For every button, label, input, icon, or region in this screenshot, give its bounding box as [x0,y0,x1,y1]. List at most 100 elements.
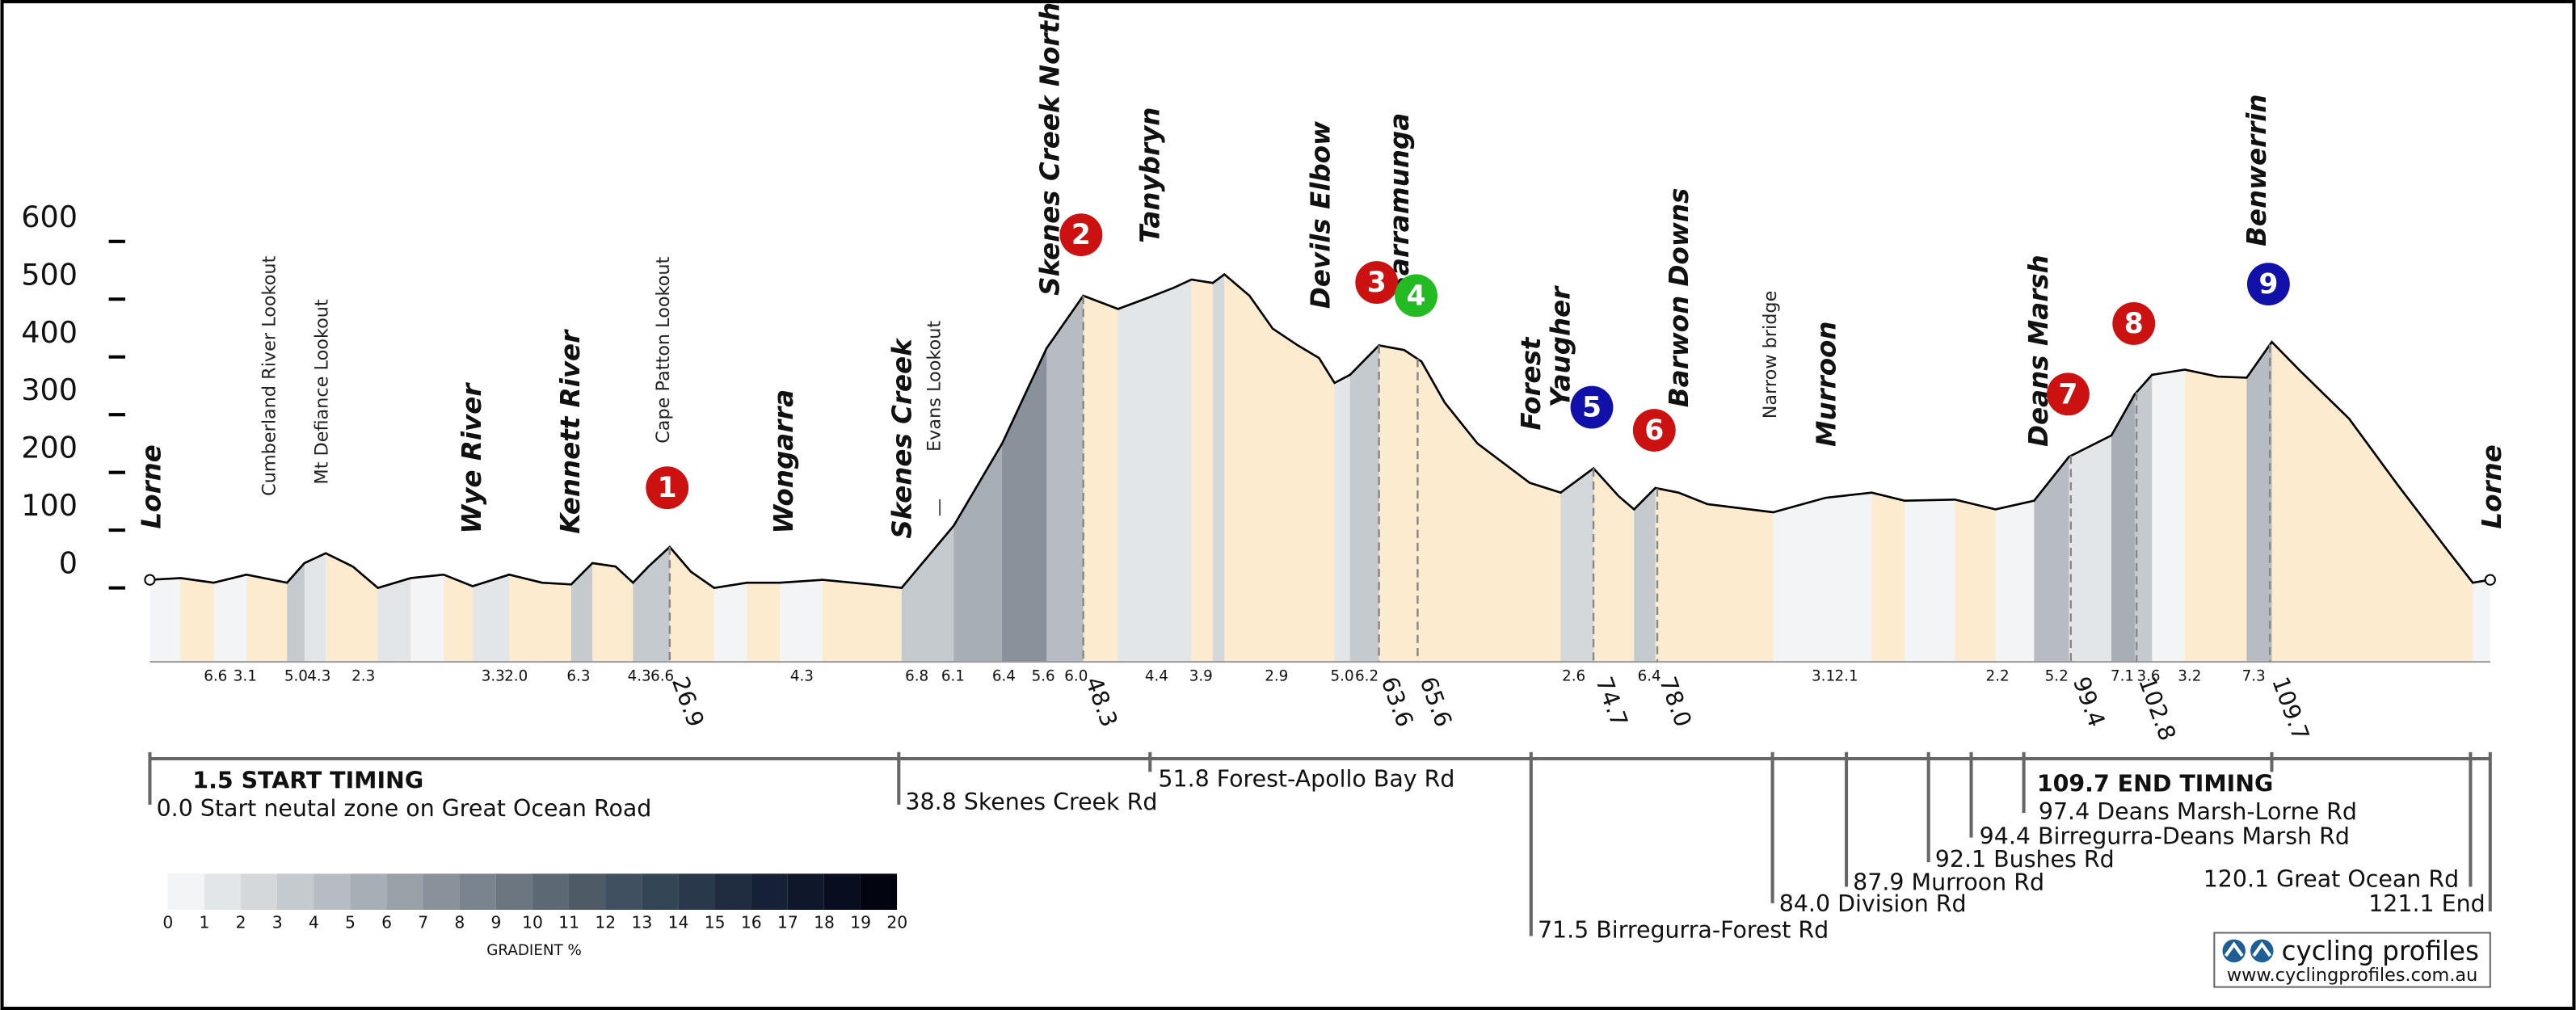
gradient-label: 3.6 [2137,667,2161,684]
gradient-band [1224,274,1251,663]
legend-tick-label: 17 [777,912,798,932]
route-note: 71.5 Birregurra-Forest Rd [1538,916,1829,943]
route-note: 97.4 Deans Marsh-Lorne Rd [2039,798,2357,825]
logo-name: cycling profiles [2282,936,2479,966]
route-note: 51.8 Forest-Apollo Bay Rd [1158,765,1454,792]
place-label: Devils Elbow [1306,120,1336,309]
route-note: 120.1 Great Ocean Rd [2203,865,2459,892]
legend-swatch [423,873,460,911]
place-label: Murroon [1812,321,1842,446]
lookout-label: Mt Defiance Lookout [311,299,332,485]
place-label: Deans Marsh [2023,255,2054,447]
climb-badge [1395,274,1437,318]
gradient-band [1174,274,1193,663]
gradient-label: 3.9 [1189,667,1213,684]
climb-badge [646,466,689,510]
gradient-label: 7.1 [2111,667,2134,684]
legend-tick-label: 11 [558,912,579,932]
gradient-label: 6.8 [905,667,928,684]
legend-tick-label: 2 [236,912,246,932]
gradient-band [1191,274,1214,663]
climb-number: 7 [2058,378,2077,410]
y-tick-label: 100 [21,488,78,523]
legend-swatch [240,873,277,911]
legend-swatch [314,873,351,911]
legend-swatch [787,873,824,911]
endpoint [2484,574,2496,586]
gradient-band [1118,274,1150,663]
legend-tick-label: 19 [850,912,871,932]
legend-swatch [495,873,532,911]
gradient-label: 2.6 [1562,667,1585,684]
gradient-band [1148,274,1176,663]
elevation-line [149,272,2491,590]
logo-icon [2222,939,2246,963]
legend-tick-label: 0 [162,912,173,932]
place-label: Tanybryn [1134,107,1165,243]
gradient-label: 5.2 [2045,667,2069,684]
gradient-label: 3.3 [482,667,505,684]
gradient-label: 5.0 [1331,667,1354,684]
legend-swatch [568,873,606,911]
lookout-label: Evans Lookout [924,321,945,452]
legend-tick-label: 14 [668,912,689,932]
legend-swatch [605,873,642,911]
climb-number: 2 [1071,219,1091,251]
gradient-label: 3.2 [2178,667,2201,684]
logo-url: www.cyclingprofiles.com.au [2227,965,2477,986]
gradient-label: 2.0 [504,667,528,684]
route-note: 109.7 END TIMING [2037,771,2274,797]
gradient-band [1249,274,1274,663]
gradient-band [1083,274,1119,663]
gradient-label: 2.9 [1265,667,1288,684]
climb-number: 4 [1407,280,1426,312]
climb-badge [1632,409,1676,452]
legend-tick-label: 9 [490,912,501,932]
lookout-label: Narrow bridge [1760,291,1781,419]
gradient-label: 7.3 [2242,667,2266,684]
legend-tick-label: 7 [418,912,428,932]
gradient-label: 3.1 [1812,667,1835,684]
legend-swatch [642,873,679,911]
y-tick-label: 0 [59,546,78,581]
lookout-label: Cape Patton Lookout [653,256,674,443]
legend-swatch [350,873,387,911]
gradient-label: 6.6 [204,667,227,684]
logo-icon [2250,939,2274,963]
legend-swatch [204,873,241,911]
gradient-label: 3.1 [234,667,257,684]
gradient-band [1212,274,1226,663]
legend-swatch [751,873,788,911]
legend-tick-label: 5 [345,912,356,932]
endpoint [144,574,156,586]
legend-swatch [459,873,496,911]
legend-swatch [167,873,204,911]
climb-number: 9 [2258,268,2278,301]
legend-title: GRADIENT % [486,942,582,959]
climb-number: 1 [658,472,677,504]
climb-number: 3 [1367,267,1387,299]
climb-number: 6 [1644,415,1664,447]
place-label: Yaugher [1545,285,1576,407]
route-note: 92.1 Bushes Rd [1935,846,2115,873]
gradient-label: 6.0 [1064,667,1088,684]
place-label: Wye River [457,382,487,534]
climb-badge [1570,385,1614,429]
legend-tick-label: 16 [741,912,762,932]
place-label: Barwon Downs [1664,188,1694,407]
legend-swatch [714,873,751,911]
legend-swatch [678,873,715,911]
legend-tick-label: 10 [522,912,543,932]
gradient-label: 4.3 [790,667,814,684]
route-note: 38.8 Skenes Creek Rd [905,789,1157,815]
y-tick-label: 500 [21,257,78,292]
gradient-label: 6.4 [1638,667,1661,684]
gradient-label: 2.1 [1835,667,1858,684]
lookout-label: Cumberland River Lookout [259,255,280,495]
gradient-band [1404,274,1423,663]
place-label: Lorne [137,444,167,528]
gradient-label: 5.6 [1032,667,1055,684]
gradient-label: 2.2 [1986,667,2010,684]
climb-number: 8 [2124,308,2144,340]
